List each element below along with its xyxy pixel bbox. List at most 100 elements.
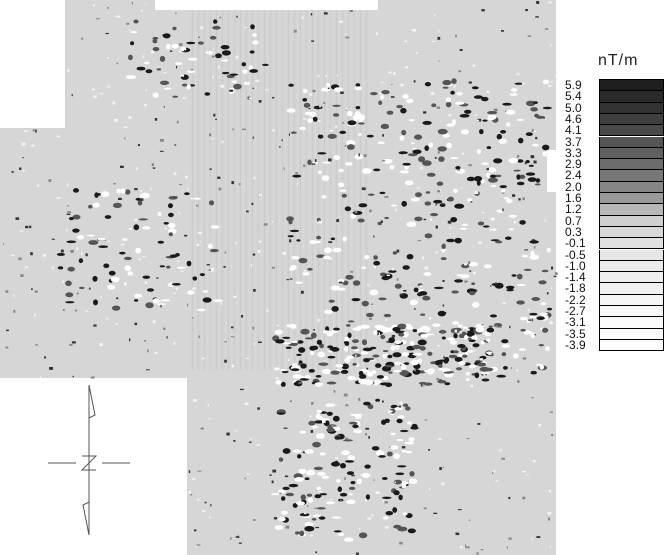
anomaly-mark [523, 330, 532, 335]
noise-mark [56, 197, 61, 199]
noise-mark [157, 66, 159, 68]
noise-mark [51, 238, 55, 240]
noise-mark [175, 287, 178, 290]
noise-mark [544, 219, 546, 222]
anomaly-mark [530, 250, 535, 256]
noise-mark [288, 133, 290, 136]
noise-mark [107, 85, 110, 88]
noise-mark [555, 424, 558, 426]
noise-mark [196, 204, 199, 207]
anomaly-mark [372, 354, 380, 358]
noise-mark [140, 198, 144, 201]
noise-mark [492, 472, 494, 474]
noise-mark [434, 156, 437, 159]
noise-mark [272, 96, 275, 99]
anomaly-mark [136, 66, 146, 71]
anomaly-mark [120, 188, 126, 194]
anomaly-mark [460, 129, 470, 135]
anomaly-mark [175, 62, 183, 66]
noise-mark [327, 87, 330, 89]
anomaly-mark [420, 333, 429, 338]
anomaly-mark [352, 210, 363, 215]
anomaly-mark [319, 343, 324, 349]
noise-mark [142, 55, 145, 58]
anomaly-mark [192, 276, 198, 281]
anomaly-mark [291, 255, 299, 260]
anomaly-mark [404, 441, 415, 445]
noise-mark [536, 1, 540, 4]
anomaly-mark [288, 83, 294, 87]
noise-mark [200, 26, 204, 29]
noise-mark [174, 144, 177, 146]
noise-mark [422, 256, 425, 260]
noise-mark [350, 270, 354, 273]
noise-mark [156, 277, 159, 279]
noise-mark [273, 517, 278, 520]
noise-mark [282, 330, 284, 332]
anomaly-mark [472, 301, 480, 308]
anomaly-mark [509, 93, 518, 96]
noise-mark [448, 114, 452, 117]
anomaly-mark [249, 69, 258, 73]
noise-mark [318, 220, 322, 224]
anomaly-mark [438, 364, 443, 368]
legend-swatch [599, 238, 664, 250]
legend-swatch [599, 170, 664, 182]
noise-mark [439, 467, 442, 470]
anomaly-mark [365, 494, 370, 500]
anomaly-mark [542, 106, 552, 110]
anomaly-mark [521, 254, 529, 258]
noise-mark [371, 514, 374, 517]
noise-mark [468, 261, 470, 265]
anomaly-mark [344, 537, 354, 542]
anomaly-mark [329, 347, 340, 352]
anomaly-mark [400, 107, 407, 114]
anomaly-mark [210, 225, 220, 229]
anomaly-mark [273, 367, 280, 371]
anomaly-mark [516, 273, 523, 280]
noise-mark [534, 334, 536, 336]
anomaly-mark [367, 404, 374, 410]
anomaly-mark [322, 255, 331, 260]
anomaly-mark [314, 240, 322, 244]
anomaly-mark [453, 188, 458, 193]
noise-mark [299, 500, 301, 503]
noise-mark [435, 251, 438, 254]
noise-mark [199, 241, 201, 243]
anomaly-mark [364, 464, 371, 469]
anomaly-mark [145, 69, 153, 74]
anomaly-mark [322, 161, 331, 164]
anomaly-mark [135, 197, 141, 201]
noise-mark [72, 375, 74, 378]
anomaly-mark [312, 514, 322, 517]
anomaly-mark [346, 324, 351, 327]
anomaly-mark [398, 332, 405, 337]
noise-mark [114, 119, 118, 122]
anomaly-mark [212, 25, 221, 30]
anomaly-mark [276, 412, 286, 415]
anomaly-mark [424, 201, 432, 206]
noise-mark [234, 241, 237, 245]
legend-swatch [599, 125, 664, 137]
noise-mark [344, 144, 347, 147]
noise-mark [246, 357, 249, 360]
noise-mark [437, 36, 441, 40]
anomaly-mark [403, 362, 410, 365]
anomaly-mark [333, 155, 340, 160]
noise-mark [117, 15, 121, 18]
anomaly-mark [430, 213, 439, 217]
anomaly-mark [130, 31, 138, 34]
anomaly-mark [340, 463, 346, 469]
anomaly-mark [317, 152, 327, 155]
noise-mark [223, 266, 226, 268]
anomaly-mark [384, 273, 393, 279]
anomaly-mark [124, 256, 132, 261]
anomaly-mark [140, 192, 150, 199]
anomaly-mark [404, 180, 414, 186]
anomaly-mark [457, 324, 463, 328]
anomaly-mark [352, 424, 359, 429]
noise-mark [252, 136, 254, 139]
anomaly-mark [506, 199, 513, 204]
noise-mark [289, 400, 292, 403]
anomaly-mark [290, 323, 297, 329]
